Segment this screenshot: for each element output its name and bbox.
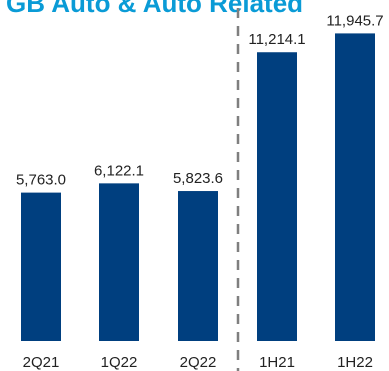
data-label: 5,823.6 (173, 170, 223, 187)
data-label: 11,945.7 (326, 12, 383, 29)
x-tick-label: 1H22 (337, 354, 373, 371)
x-tick-label: 1H21 (259, 354, 295, 371)
bar-1h21 (257, 52, 297, 341)
data-label: 11,214.1 (248, 31, 305, 48)
chart-title: GB Auto & Auto Related (6, 0, 304, 18)
data-label: 5,763.0 (16, 172, 66, 189)
x-tick-label: 2Q21 (23, 354, 60, 371)
bar-1q22 (99, 183, 139, 341)
bar-2q22 (178, 191, 218, 341)
x-tick-label: 2Q22 (180, 354, 217, 371)
bar-1h22 (335, 33, 375, 341)
x-tick-label: 1Q22 (101, 354, 138, 371)
bar-2q21 (21, 192, 61, 341)
data-label: 6,122.1 (94, 162, 144, 179)
